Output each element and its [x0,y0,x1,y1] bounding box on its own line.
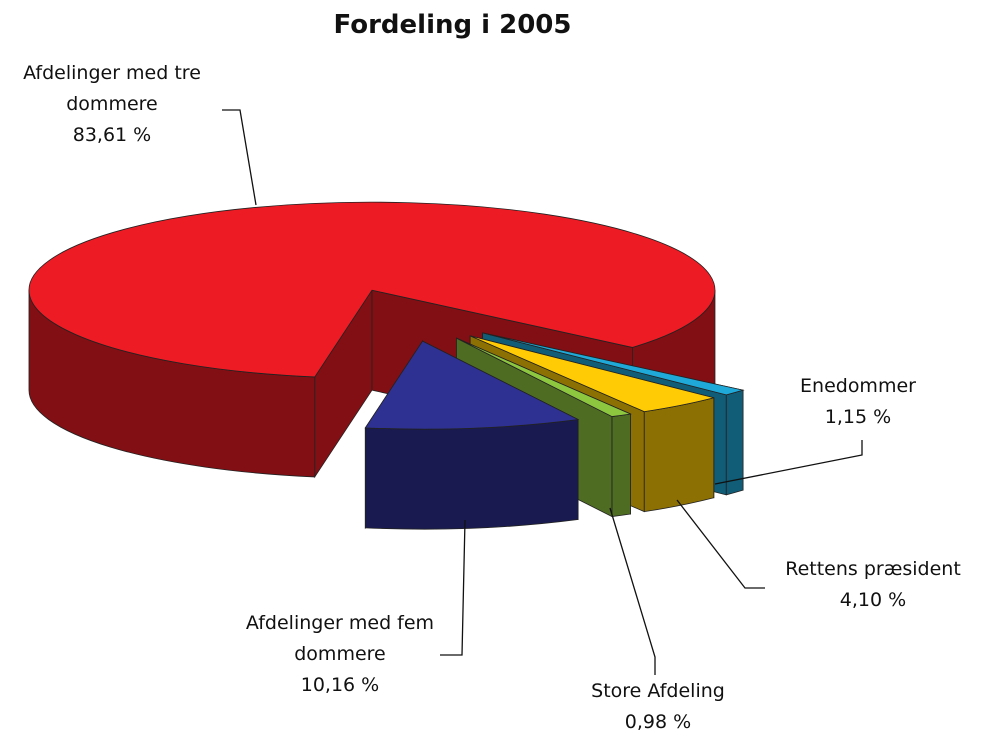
value-label: 10,16 % [300,674,380,696]
value-label: 83,61 % [72,124,152,146]
slices [28,201,745,530]
slice [482,332,745,396]
slice [364,340,580,430]
value-label: 0,98 % [624,711,692,733]
category-label: Enedommer [800,375,916,397]
leader-line [222,109,257,206]
slice-label: Afdelinger med tre dommere 83,61 % [12,58,212,151]
slice-wall [643,397,715,513]
slice-label: Store Afdeling 0,98 % [558,676,758,738]
slice [470,335,714,413]
category-label: Afdelinger med tre dommere [23,62,201,115]
value-label: 4,10 % [839,589,907,611]
slice-label: Enedommer 1,15 % [768,371,948,433]
category-label: Afdelinger med fem dommere [245,612,435,665]
leader-line [440,519,466,656]
leader-line [609,507,656,675]
leader-line [714,440,863,485]
slice-label: Rettens præsident 4,10 % [763,554,982,616]
slice-wall [364,419,579,530]
value-label: 1,15 % [824,406,892,428]
category-label: Rettens præsident [785,558,961,580]
category-label: Store Afdeling [591,680,725,702]
slice [28,201,716,378]
slice-label: Afdelinger med fem dommere 10,16 % [225,608,455,701]
slice [456,337,632,417]
slice-wall [611,413,631,518]
leader-line [676,499,765,589]
chart-title: Fordeling i 2005 [333,10,572,40]
